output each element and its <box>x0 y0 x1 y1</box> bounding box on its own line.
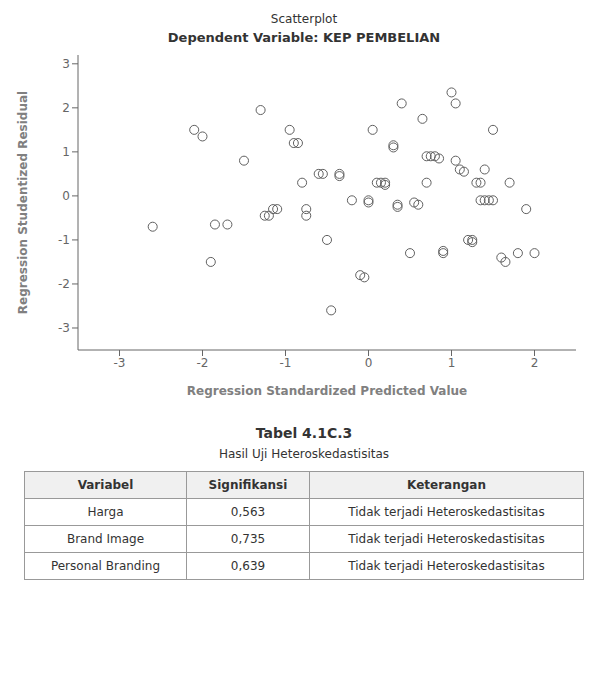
html-text:Personal Branding: Personal Branding <box>50 559 160 573</box>
html-text:Hasil Uji Heteroskedastisitas: Hasil Uji Heteroskedastisitas <box>218 447 390 461</box>
html-text:Tidak terjadi Heteroskedastisi: Tidak terjadi Heteroskedastisitas <box>348 559 545 573</box>
svg-text:Regression Studentized Residua: Regression Studentized Residual <box>16 91 30 314</box>
svg-text:3: 3 <box>62 57 70 71</box>
svg-text:0: 0 <box>365 356 373 370</box>
html-text:Harga: Harga <box>87 505 124 519</box>
html-text:Brand Image: Brand Image <box>66 532 145 546</box>
html-text:Tabel 4.1C.3: Tabel 4.1C.3 <box>255 425 353 441</box>
html-text:0,735: 0,735 <box>230 532 266 546</box>
html-text:0,639: 0,639 <box>230 559 266 573</box>
svg-text:-3: -3 <box>58 321 70 335</box>
svg-text:Regression Standardized Predic: Regression Standardized Predicted Value <box>187 384 467 398</box>
svg-text:-1: -1 <box>280 356 292 370</box>
svg-text:2: 2 <box>531 356 539 370</box>
html-text:Dependent Variable: KEP PEMBEL: Dependent Variable: KEP PEMBELIAN <box>167 30 441 45</box>
svg-text:1: 1 <box>448 356 456 370</box>
svg-text:-1: -1 <box>58 233 70 247</box>
html-text:0,563: 0,563 <box>230 505 266 519</box>
svg-text:-2: -2 <box>197 356 209 370</box>
svg-text:-3: -3 <box>114 356 126 370</box>
svg-text:-2: -2 <box>58 277 70 291</box>
svg-text:0: 0 <box>62 189 70 203</box>
html-text:Variabel: Variabel <box>77 478 134 492</box>
html-text:Signifikansi: Signifikansi <box>208 478 288 492</box>
svg-text:2: 2 <box>62 101 70 115</box>
html-text:Scatterplot: Scatterplot <box>270 12 338 26</box>
html-text:Keterangan: Keterangan <box>407 478 486 492</box>
html-text:Tidak terjadi Heteroskedastisi: Tidak terjadi Heteroskedastisitas <box>348 505 545 519</box>
svg-text:1: 1 <box>62 145 70 159</box>
html-text:Tidak terjadi Heteroskedastisi: Tidak terjadi Heteroskedastisitas <box>348 532 545 546</box>
